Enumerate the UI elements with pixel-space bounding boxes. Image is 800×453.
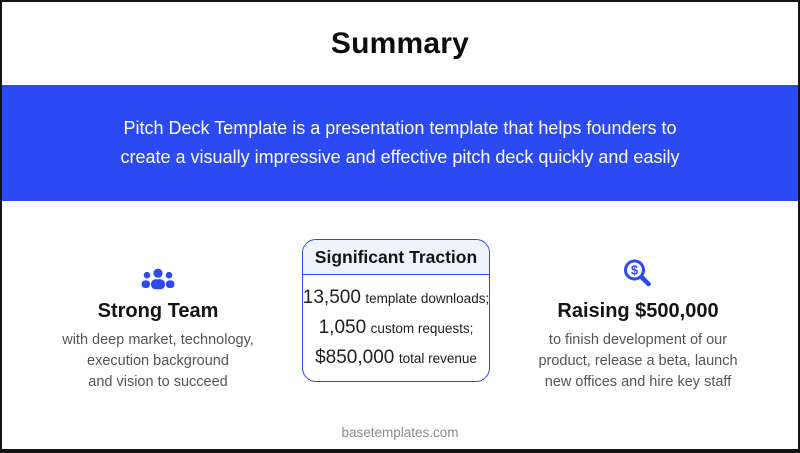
traction-card: Significant Traction 13,500 template dow… <box>302 239 490 382</box>
stat-downloads-value: 13,500 <box>302 287 361 308</box>
traction-card-body: 13,500 template downloads; 1,050 custom … <box>303 275 489 381</box>
stat-requests-value: 1,050 <box>318 317 367 338</box>
svg-text:$: $ <box>631 263 639 278</box>
banner-text-line-1: Pitch Deck Template is a presentation te… <box>123 118 677 138</box>
title-section: Summary <box>2 2 798 85</box>
stat-requests: 1,050 custom requests; <box>319 317 474 339</box>
stat-revenue: $850,000 total revenue <box>315 347 477 369</box>
team-description: with deep market, technology, execution … <box>62 332 254 390</box>
banner-text-line-2: create a visually impressive and effecti… <box>120 147 680 167</box>
stat-requests-label: custom requests; <box>370 321 474 336</box>
raising-heading: Raising $500,000 <box>557 300 719 322</box>
raising-column: $ Raising $500,000 to finish development… <box>514 251 762 393</box>
stat-revenue-label: total revenue <box>398 351 477 366</box>
stat-revenue-value: $850,000 <box>315 347 395 368</box>
stat-downloads: 13,500 template downloads; <box>303 287 489 309</box>
intro-banner: Pitch Deck Template is a presentation te… <box>2 85 798 201</box>
content-section: Strong Team with deep market, technology… <box>2 201 798 449</box>
dollar-search-icon: $ <box>514 251 762 293</box>
stat-downloads-label: template downloads; <box>365 291 490 306</box>
traction-card-title: Significant Traction <box>303 240 489 275</box>
strong-team-column: Strong Team with deep market, technology… <box>34 251 282 393</box>
page-title: Summary <box>330 26 470 60</box>
footer-url: basetemplates.com <box>341 425 459 440</box>
raising-description: to finish development of our product, re… <box>538 332 738 390</box>
team-icon <box>34 251 282 293</box>
team-heading: Strong Team <box>97 300 219 322</box>
